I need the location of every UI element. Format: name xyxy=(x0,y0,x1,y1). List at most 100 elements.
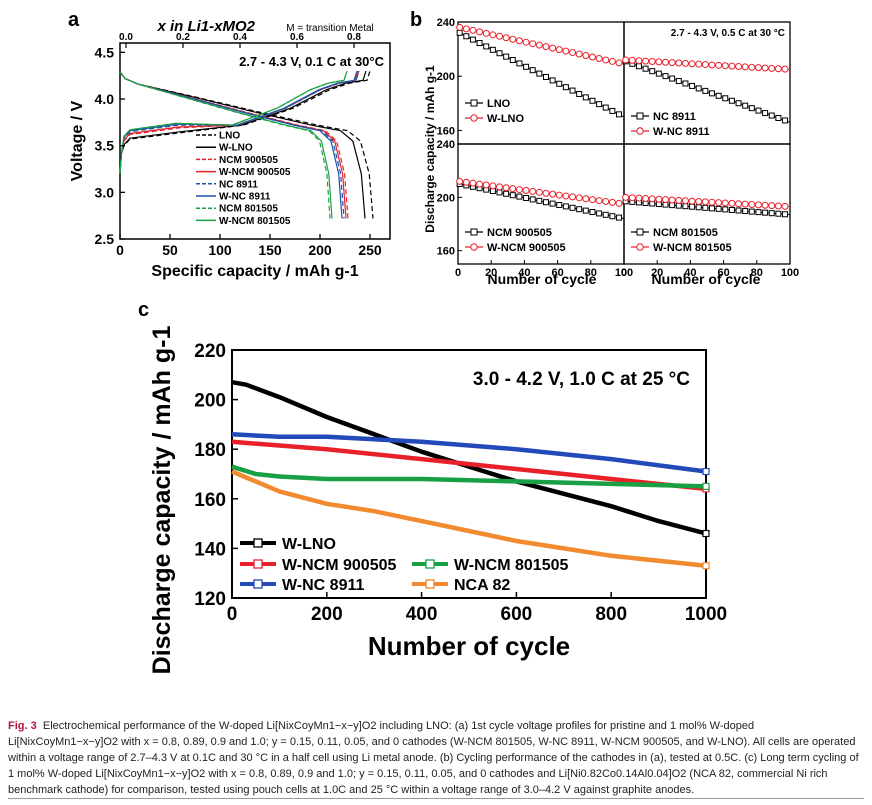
panel-b-legend-label: W-NCM 801505 xyxy=(653,242,732,254)
panel-b-xtick-label: 100 xyxy=(615,267,633,279)
panel-b-ylabel: Discharge capacity / mAh g-1 xyxy=(423,65,437,233)
panel-b-point xyxy=(556,202,563,209)
panel-a-legend-label: W-LNO xyxy=(219,143,253,154)
panel-b-xtick-label: 20 xyxy=(651,267,663,279)
panel-b-xtick-label: 0 xyxy=(455,267,461,279)
panel-c-legend-marker xyxy=(253,559,263,569)
panel-b-point xyxy=(535,188,543,196)
panel-b-point xyxy=(536,70,543,77)
panel-b-point xyxy=(582,195,590,203)
panel-b-point xyxy=(655,70,662,77)
panel-b-point xyxy=(616,111,623,118)
panel-a: 0 50 100 150 200 250 2.5 3.0 3.5 4.0 4.5 0.0 0.2 0.4 0… xyxy=(69,18,391,280)
panel-c-legend-marker xyxy=(425,579,435,589)
panel-b-point xyxy=(569,49,577,57)
panel-b-point xyxy=(708,90,715,97)
panel-b-subplot-frame xyxy=(457,21,625,145)
panel-b-point xyxy=(602,211,609,218)
panel-b-point xyxy=(562,192,570,200)
panel-b-point xyxy=(662,196,669,204)
panel-b-point xyxy=(549,44,557,52)
panel-b-point xyxy=(489,46,496,53)
panel-a-charge-curve xyxy=(119,70,348,174)
panel-c-legend-label: NCA 82 xyxy=(454,577,510,594)
caption-prefix: Fig. 3 xyxy=(8,720,37,732)
panel-c-legend-marker xyxy=(253,538,263,548)
panel-b-point xyxy=(522,38,530,46)
panel-b-point xyxy=(768,112,775,119)
panel-b-point xyxy=(635,194,643,202)
panel-c-ytick-label: 160 xyxy=(194,490,226,511)
panel-b-point xyxy=(622,193,630,201)
panel-c-xtick-label: 600 xyxy=(501,604,533,625)
panel-b-point xyxy=(596,210,603,217)
panel-b-point xyxy=(715,61,723,69)
panel-b-point xyxy=(602,56,610,64)
panel-b-point xyxy=(642,65,649,72)
panel-b-point xyxy=(462,178,470,186)
panel-b-legend-label: W-NC 8911 xyxy=(653,126,710,138)
panel-b-condition: 2.7 - 4.3 V, 0.5 C at 30 °C xyxy=(671,28,785,39)
panel-b-point xyxy=(655,195,663,203)
panel-b-legend-marker xyxy=(470,243,478,251)
panel-a-xtick-label: 50 xyxy=(162,242,178,258)
panel-b-point xyxy=(735,100,742,107)
panel-b-point xyxy=(596,101,603,108)
panel-b-point xyxy=(469,36,476,43)
panel-b-point xyxy=(542,199,549,206)
panel-a-legend-label: LNO xyxy=(219,131,240,142)
panel-b-ytick-label: 200 xyxy=(437,71,455,83)
panel-b-ytick-label: 200 xyxy=(437,192,455,204)
panel-b-point xyxy=(503,190,510,197)
panel-b-point xyxy=(496,32,503,40)
panel-b-point xyxy=(748,105,755,112)
panel-b-legend-marker xyxy=(636,243,644,251)
panel-b-point xyxy=(648,195,656,203)
panel-c-ytick-label: 140 xyxy=(194,539,226,560)
panel-b-legend-marker xyxy=(470,114,478,122)
panel-b-point xyxy=(575,50,583,58)
caption-rule xyxy=(8,798,864,799)
panel-b-point xyxy=(735,207,742,214)
panel-b-point xyxy=(702,204,709,211)
panel-b-point xyxy=(695,197,703,205)
panel-b-legend-marker xyxy=(636,112,644,120)
panel-b-point xyxy=(555,191,563,199)
panel-b-legend-marker xyxy=(636,127,644,135)
panel-c-xtick-label: 800 xyxy=(595,604,627,625)
panel-b-point xyxy=(682,203,689,210)
panel-c-legend-label: W-LNO xyxy=(282,536,336,553)
panel-b-point xyxy=(582,207,589,214)
panel-b-point xyxy=(728,199,736,207)
panel-b-point xyxy=(483,43,490,50)
panel-b-point xyxy=(675,196,683,204)
panel-b-point xyxy=(476,40,483,47)
panel-b-point xyxy=(456,29,463,36)
panel-b-point xyxy=(463,33,470,40)
panel-b-point xyxy=(735,200,743,208)
panel-b-ytick-label: 240 xyxy=(437,17,455,29)
panel-b-point xyxy=(576,90,583,97)
panel-label-b: b xyxy=(410,9,422,31)
panel-c-xtick-label: 200 xyxy=(311,604,343,625)
panel-b-point xyxy=(529,187,537,195)
panel-b-point xyxy=(775,114,782,121)
panel-b-point xyxy=(708,61,716,69)
panel-a-ytick-label: 2.5 xyxy=(95,231,115,247)
panel-b-point xyxy=(608,57,616,65)
panel-b-point xyxy=(509,185,517,193)
panel-b-xtick-label: 80 xyxy=(751,267,763,279)
panel-b-point xyxy=(655,58,663,66)
panel-b-point xyxy=(741,200,749,208)
panel-b-xlabel-left: Number of cycle xyxy=(488,271,597,287)
panel-b-point xyxy=(595,197,603,205)
panel-a-legend-label: NC 8911 xyxy=(219,179,258,190)
panel-b-point xyxy=(695,85,702,92)
panel-b-point xyxy=(476,180,484,188)
panel-b-point xyxy=(669,75,676,82)
panel-c-end-marker xyxy=(702,529,710,538)
panel-b-point xyxy=(515,37,523,45)
panel-b-point xyxy=(768,202,776,210)
panel-b-point xyxy=(682,80,689,87)
panel-b-point xyxy=(774,202,782,210)
